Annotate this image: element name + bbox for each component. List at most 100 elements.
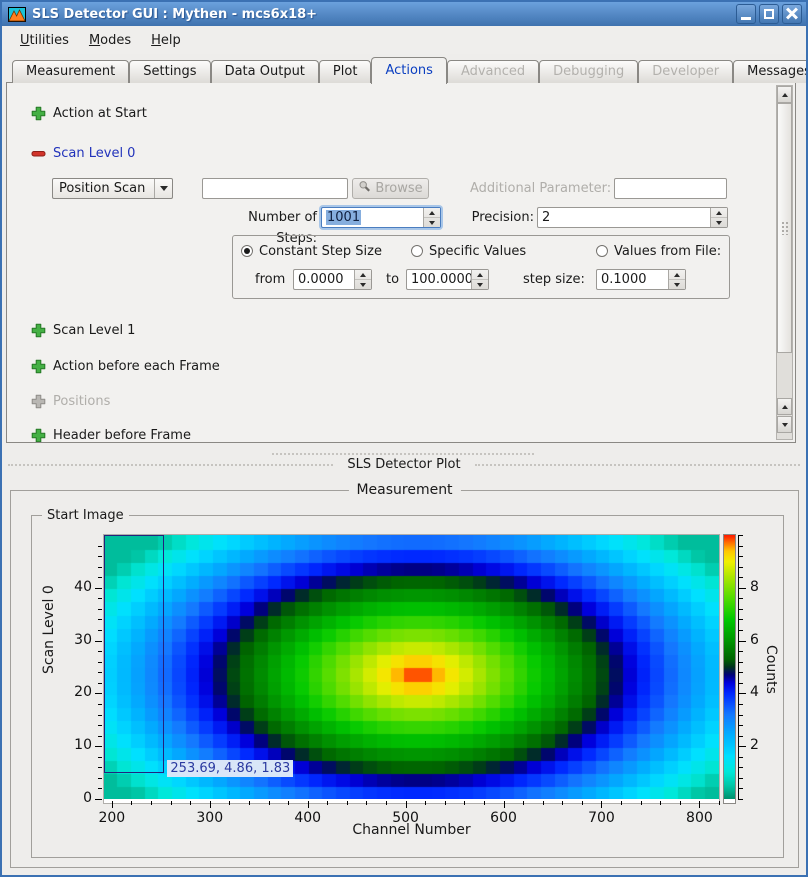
from-spinbox[interactable]: 0.0000: [293, 269, 372, 290]
header-before-frame-label[interactable]: Header before Frame: [53, 428, 191, 443]
spin-up-icon: [669, 270, 685, 280]
z-tick: [738, 630, 743, 631]
spin-arrows[interactable]: [423, 208, 440, 227]
minimize-button[interactable]: [736, 4, 756, 24]
y-tick-label: 30: [56, 632, 92, 648]
scroll-up-button[interactable]: [777, 86, 792, 103]
scrollbar-thumb[interactable]: [777, 103, 792, 353]
y-tick: [98, 788, 102, 789]
x-tick: [229, 801, 230, 805]
z-tick: [738, 788, 743, 789]
add-icon[interactable]: [31, 323, 46, 338]
spin-arrows[interactable]: [710, 208, 727, 227]
y-tick: [95, 799, 102, 800]
y-tick: [98, 651, 102, 652]
x-tick: [269, 801, 270, 805]
y-tick: [95, 746, 102, 747]
y-tick: [98, 662, 102, 663]
remove-icon[interactable]: [31, 146, 46, 161]
z-tick: [738, 704, 743, 705]
y-tick-label: 40: [56, 579, 92, 595]
tab-actions[interactable]: Actions: [371, 57, 447, 84]
spin-arrows[interactable]: [354, 270, 371, 289]
dock-splitter[interactable]: SLS Detector Plot: [2, 443, 806, 479]
spin-down-icon: [669, 280, 685, 289]
colorbar-axis-line: [738, 535, 739, 799]
menu-utilities[interactable]: Utilities: [10, 29, 79, 52]
z-tick: [738, 556, 743, 557]
tab-advanced[interactable]: Advanced: [447, 60, 539, 83]
close-button[interactable]: [782, 4, 802, 24]
to-spinbox[interactable]: 100.0000: [406, 269, 489, 290]
tab-developer[interactable]: Developer: [638, 60, 733, 83]
x-tick: [171, 801, 172, 805]
step-size-spinbox[interactable]: 0.1000: [596, 269, 686, 290]
title-bar[interactable]: SLS Detector GUI : Mythen - mcs6x18+: [2, 2, 806, 26]
browse-button[interactable]: Browse: [352, 178, 429, 199]
add-icon-disabled: [31, 394, 46, 409]
y-tick: [98, 704, 102, 705]
z-tick: [738, 651, 743, 652]
menu-modes[interactable]: Modes: [79, 29, 141, 52]
scan-mode-combobox[interactable]: Position Scan: [52, 178, 173, 199]
tab-data-output[interactable]: Data Output: [211, 60, 319, 83]
y-tick: [98, 556, 102, 557]
x-tick: [347, 801, 348, 805]
tab-measurement[interactable]: Measurement: [12, 60, 129, 83]
vertical-scrollbar[interactable]: [776, 85, 793, 440]
spin-down-icon: [355, 280, 371, 289]
add-icon[interactable]: [31, 428, 46, 443]
x-tick-label: 600: [479, 810, 529, 826]
x-tick: [249, 801, 250, 805]
y-tick: [98, 683, 102, 684]
splitter-handle[interactable]: [272, 453, 534, 455]
maximize-button[interactable]: [759, 4, 779, 24]
additional-parameter-input[interactable]: [614, 178, 727, 199]
radio-constant-step-size[interactable]: Constant Step Size: [241, 243, 382, 259]
radio-icon: [241, 245, 253, 257]
tab-plot[interactable]: Plot: [319, 60, 372, 83]
tab-messages[interactable]: Messages: [733, 60, 808, 83]
plot-dock-title: SLS Detector Plot: [343, 457, 464, 472]
scroll-up-button-2[interactable]: [777, 398, 792, 415]
to-label: to: [386, 269, 399, 290]
radio-values-from-file[interactable]: Values from File:: [596, 243, 721, 259]
steps-spinbox[interactable]: 1001: [321, 207, 441, 228]
add-icon[interactable]: [31, 359, 46, 374]
radio-specific-values[interactable]: Specific Values: [411, 243, 526, 259]
y-tick: [95, 588, 102, 589]
spin-down-icon: [472, 280, 488, 289]
scan-level-0-label[interactable]: Scan Level 0: [53, 146, 135, 162]
tab-debugging[interactable]: Debugging: [539, 60, 638, 83]
scan-mode-value: Position Scan: [53, 181, 154, 196]
menu-help[interactable]: Help: [141, 29, 191, 52]
browse-button-label: Browse: [375, 181, 422, 196]
tab-settings[interactable]: Settings: [129, 60, 210, 83]
z-tick: [738, 598, 743, 599]
spin-arrows[interactable]: [668, 270, 685, 289]
z-tick: [738, 746, 746, 747]
add-icon[interactable]: [31, 106, 46, 121]
action-before-frame-label[interactable]: Action before each Frame: [53, 359, 220, 375]
colorbar-axis-label: Counts: [763, 604, 779, 734]
x-tick: [210, 801, 211, 808]
scan-level-1-label[interactable]: Scan Level 1: [53, 323, 135, 339]
action-at-start-label[interactable]: Action at Start: [53, 106, 147, 122]
z-tick: [738, 683, 743, 684]
splitter-dots-left: [8, 464, 333, 466]
z-tick: [738, 725, 743, 726]
actions-panel: Action at Start Scan Level 0 Position Sc…: [6, 82, 796, 443]
script-input[interactable]: [202, 178, 348, 199]
cursor-readout: 253.69, 4.86, 1.83: [167, 760, 293, 777]
scroll-down-button[interactable]: [777, 416, 792, 433]
z-tick: [738, 672, 743, 673]
z-tick: [738, 567, 743, 568]
precision-spinbox[interactable]: 2: [537, 207, 728, 228]
zoom-selection-rect: [104, 535, 164, 773]
x-tick: [112, 801, 113, 808]
y-tick: [98, 598, 102, 599]
x-tick: [425, 801, 426, 805]
z-tick: [738, 693, 746, 694]
spin-arrows[interactable]: [471, 270, 488, 289]
app-window: SLS Detector GUI : Mythen - mcs6x18+ Uti…: [0, 0, 808, 877]
